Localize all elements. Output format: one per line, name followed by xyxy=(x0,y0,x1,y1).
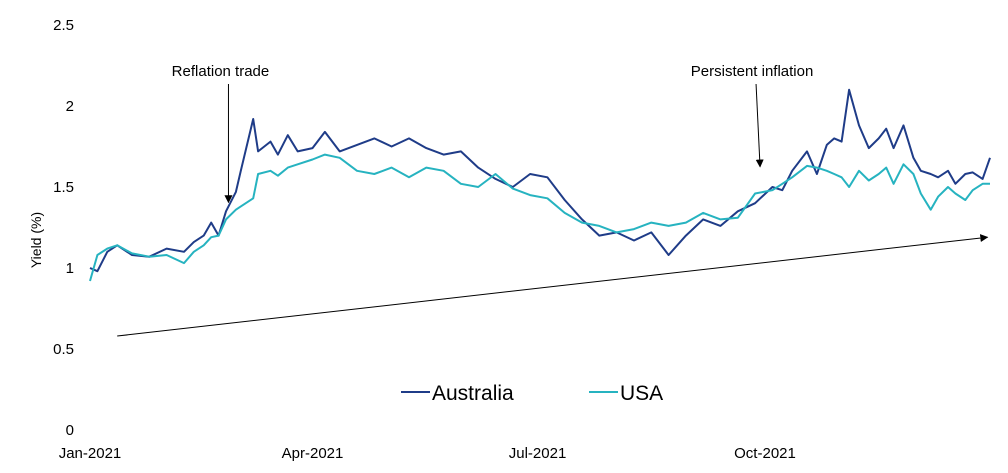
annotation-label-1: Persistent inflation xyxy=(691,63,814,80)
annotations: Reflation trade Persistent inflation xyxy=(172,63,814,204)
y-tick-label-5: 2.5 xyxy=(53,17,74,34)
legend: Australia USA xyxy=(401,382,663,405)
series-lines xyxy=(89,88,991,282)
y-tick-label-0: 0 xyxy=(66,422,74,439)
x-tick-label-2: Jul-2021 xyxy=(509,445,567,462)
x-axis-ticks: Jan-2021 Apr-2021 Jul-2021 Oct-2021 xyxy=(59,445,796,462)
annotation-arrow-1 xyxy=(755,83,764,168)
trend-arrow xyxy=(117,234,989,337)
annotation-label-0: Reflation trade xyxy=(172,63,270,80)
y-tick-label-1: 0.5 xyxy=(53,341,74,358)
trend-arrow-line xyxy=(117,234,989,337)
y-tick-label-3: 1.5 xyxy=(53,179,74,196)
series-line-usa xyxy=(89,153,990,282)
legend-label-australia: Australia xyxy=(432,382,514,405)
x-tick-label-3: Oct-2021 xyxy=(734,445,796,462)
x-tick-label-0: Jan-2021 xyxy=(59,445,122,462)
y-tick-label-4: 2 xyxy=(66,98,74,115)
y-axis-label: Yield (%) xyxy=(28,212,44,268)
x-tick-label-1: Apr-2021 xyxy=(282,445,344,462)
y-axis-ticks: 0 0.5 1 1.5 2 2.5 xyxy=(53,17,74,439)
series-line-australia xyxy=(89,88,991,273)
y-tick-label-2: 1 xyxy=(66,260,74,277)
legend-label-usa: USA xyxy=(620,382,663,405)
